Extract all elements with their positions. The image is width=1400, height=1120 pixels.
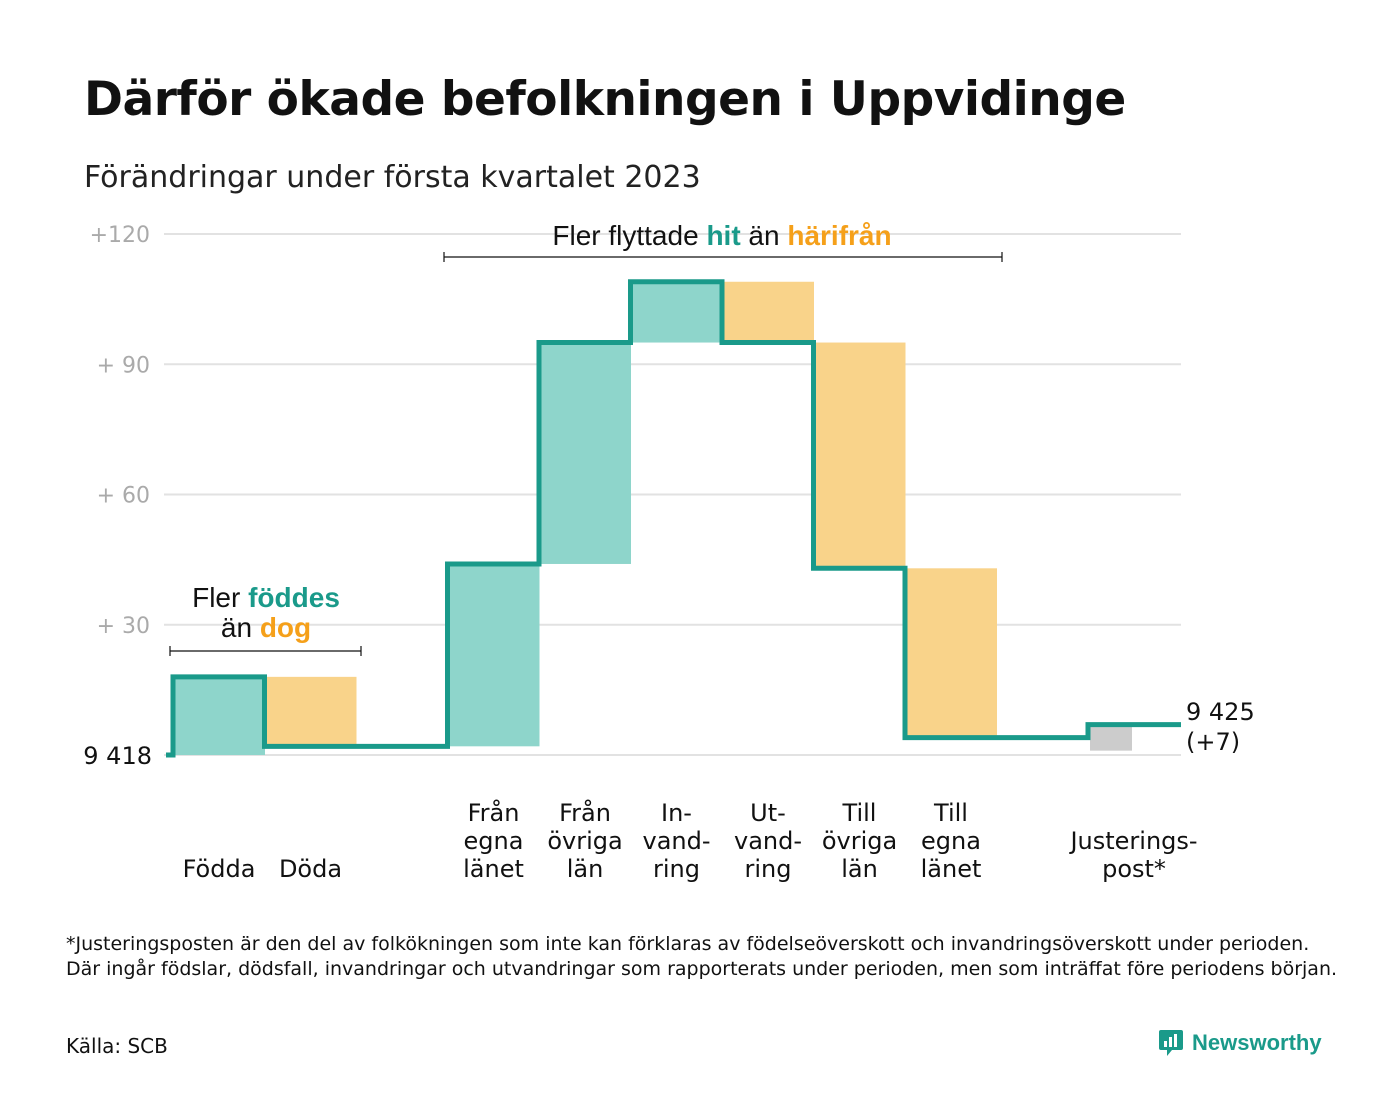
category-label: vand- (734, 827, 802, 855)
bar-decrease (722, 281, 814, 343)
category-label: länet (921, 855, 982, 883)
migration-annotation-teal: hit (706, 220, 740, 251)
bar-decrease (264, 676, 357, 747)
cumulative-step-line (166, 279, 1181, 758)
migration-annotation: Fler flyttade hit än härifrån (443, 220, 1003, 262)
bar-decrease (813, 342, 906, 569)
migration-annotation-text-2: än (741, 220, 788, 251)
bar-increase (447, 563, 540, 747)
chart-title: Därför ökade befolkningen i Uppvidinge (84, 72, 1126, 127)
step-line (166, 279, 1181, 758)
birth-annotation-teal: föddes (248, 582, 340, 613)
birth-annotation-orange: dog (260, 612, 311, 643)
category-label: ring (745, 855, 792, 883)
bar-increase (630, 281, 723, 343)
category-label: Justerings- (1068, 827, 1197, 855)
category-label: län (841, 855, 878, 883)
category-label: ring (653, 855, 700, 883)
end-change-label: (+7) (1186, 728, 1240, 756)
bar-adjustment (1090, 724, 1132, 751)
waterfall-chart: + 30+ 60+ 90+120 Födda DödaFrånegnalänetF… (83, 220, 1255, 883)
gridlines (164, 233, 1181, 756)
category-label: Till (933, 799, 968, 827)
category-label: Födda (183, 855, 256, 883)
category-label: post* (1102, 855, 1166, 883)
svg-text:än dog: än dog (221, 612, 311, 643)
category-label: Från (468, 798, 520, 827)
y-axis-ticks: + 30 + 60 + 90 +120 (90, 223, 150, 639)
migration-annotation-bracket (443, 252, 1003, 262)
category-label: övriga (547, 827, 622, 855)
migration-annotation-text: Fler flyttade (552, 220, 706, 251)
bar-increase (539, 342, 631, 564)
category-label: Ut- (750, 799, 786, 827)
bars (173, 281, 1132, 755)
category-label: län (567, 855, 604, 883)
category-label: egna (464, 827, 524, 855)
newsworthy-logo-icon (1159, 1030, 1183, 1056)
bar-increase (173, 676, 265, 755)
bar-decrease (905, 568, 997, 738)
svg-text:Fler föddes: Fler föddes (192, 582, 340, 613)
chart-subtitle: Förändringar under första kvartalet 2023 (84, 160, 701, 195)
birth-annotation-text: Fler (192, 582, 248, 613)
category-label: In- (661, 799, 692, 827)
migration-annotation-orange: härifrån (787, 220, 891, 251)
category-label: egna (921, 827, 981, 855)
category-label: Till (842, 799, 877, 827)
y-tick-label: + 90 (97, 353, 150, 378)
newsworthy-logo: Newsworthy (1158, 1028, 1322, 1058)
category-label: länet (463, 855, 524, 883)
y-tick-label: + 30 (97, 614, 150, 639)
birth-annotation-bracket (169, 646, 362, 656)
source-label: Källa: SCB (66, 1034, 168, 1058)
category-labels: Födda DödaFrånegnalänetFrånövrigalänIn-va… (183, 798, 1198, 883)
svg-text:Fler flyttade hit än härifrån: Fler flyttade hit än härifrån (552, 220, 891, 251)
newsworthy-logo-text: Newsworthy (1192, 1030, 1322, 1055)
category-label: vand- (642, 827, 710, 855)
y-tick-label: + 60 (97, 484, 150, 509)
y-tick-label: +120 (90, 223, 150, 248)
start-value-label: 9 418 (83, 742, 152, 770)
category-label: Från (559, 798, 611, 827)
birth-annotation-text-2: än (221, 612, 260, 643)
footnote: *Justeringsposten är den del av folkökni… (66, 933, 1338, 980)
category-label: Döda (279, 855, 342, 883)
end-value-label: 9 425 (1186, 698, 1255, 726)
birth-annotation: Fler föddes än dog (169, 582, 362, 656)
category-label: övriga (822, 827, 897, 855)
